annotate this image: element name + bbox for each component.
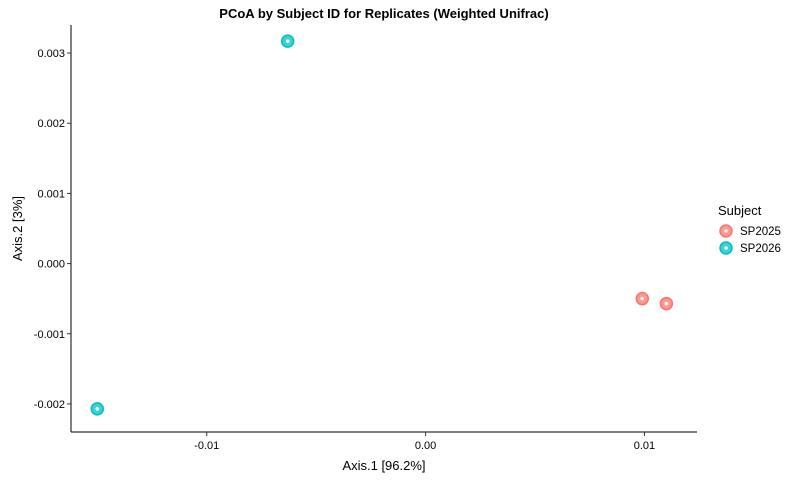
axes (70, 25, 697, 433)
x-tick-label: -0.01 (194, 440, 219, 452)
data-point (635, 291, 650, 306)
y-tick-label: 0.002 (37, 118, 65, 130)
x-tick-label: 0.00 (415, 440, 436, 452)
x-tick-label: 0.01 (634, 440, 655, 452)
legend-key-center (724, 229, 728, 233)
legend-title: Subject (718, 203, 762, 218)
point-center (285, 39, 290, 43)
chart-title: PCoA by Subject ID for Replicates (Weigh… (219, 6, 548, 21)
legend-key-center (724, 246, 728, 250)
y-tick-label: -0.002 (34, 399, 65, 411)
data-point (659, 296, 674, 311)
legend: Subject SP2025 SP2026 (718, 203, 781, 255)
legend-label: SP2026 (740, 243, 781, 255)
legend-label: SP2025 (740, 226, 781, 238)
x-axis-title: Axis.1 [96.2%] (342, 458, 425, 473)
legend-item: SP2026 (719, 241, 781, 255)
y-tick-label: 0.003 (37, 48, 65, 60)
point-center (95, 407, 100, 411)
y-tick-label: -0.001 (34, 329, 65, 341)
y-tick-label: 0.000 (37, 259, 65, 271)
legend-items: SP2025 SP2026 (719, 224, 781, 255)
y-tick-label: 0.001 (37, 188, 65, 200)
point-center (640, 296, 645, 301)
y-axis-title: Axis.2 [3%] (10, 196, 25, 261)
point-center (664, 301, 669, 306)
data-points (90, 34, 674, 416)
y-ticks: -0.002 -0.001 0.000 0.001 0.002 0.003 (34, 48, 71, 411)
data-point (90, 402, 105, 416)
x-ticks: -0.01 0.00 0.01 (194, 432, 655, 452)
legend-item: SP2025 (719, 224, 781, 238)
data-point (280, 34, 295, 48)
